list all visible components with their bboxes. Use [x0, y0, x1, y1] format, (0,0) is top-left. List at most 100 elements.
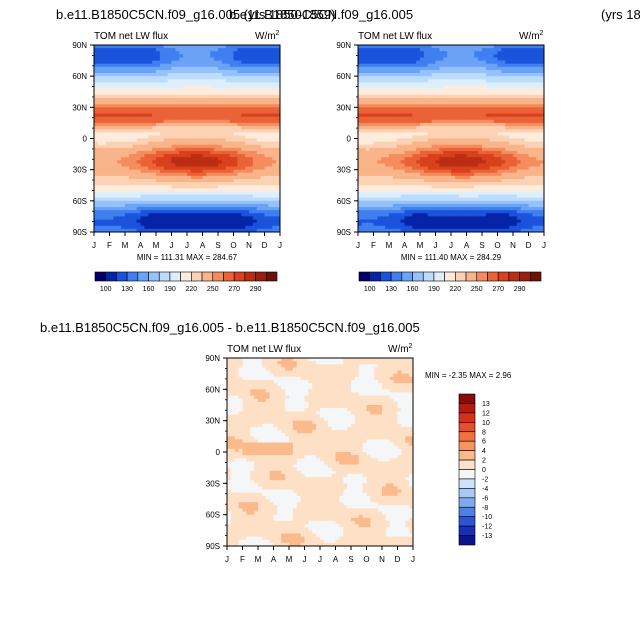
heatmap-cell	[540, 97, 544, 102]
heatmap-cell	[272, 138, 277, 143]
heatmap-cell	[156, 228, 161, 232]
heatmap-cell	[260, 210, 265, 214]
heatmap-cell	[105, 219, 110, 224]
heatmap-cell	[377, 63, 382, 68]
heatmap-cell	[361, 113, 367, 118]
heatmap-cell	[210, 66, 215, 71]
heatmap-cell	[385, 132, 390, 136]
heatmap-cell	[113, 203, 118, 208]
heatmap-cell	[198, 194, 203, 199]
heatmap-cell	[408, 94, 413, 99]
heatmap-cell	[451, 110, 456, 114]
heatmap-cell	[489, 79, 495, 83]
heatmap-cell	[412, 66, 417, 71]
heatmap-cell	[385, 48, 390, 52]
heatmap-cell	[117, 119, 122, 124]
heatmap-cell	[190, 54, 196, 58]
heatmap-cell	[163, 210, 169, 214]
heatmap-cell	[214, 225, 219, 230]
heatmap-cell	[408, 169, 413, 174]
heatmap-cell	[241, 113, 246, 118]
heatmap-cell	[187, 113, 192, 118]
heatmap-cell	[420, 110, 425, 114]
heatmap-cell	[420, 172, 425, 177]
heatmap-cell	[194, 188, 200, 192]
heatmap-cell	[466, 163, 471, 167]
heatmap-cell	[97, 163, 103, 167]
heatmap-cell	[105, 85, 110, 90]
heatmap-cell	[187, 228, 192, 232]
heatmap-cell	[190, 91, 196, 96]
heatmap-cell	[478, 66, 483, 71]
heatmap-cell	[179, 60, 184, 65]
heatmap-cell	[187, 85, 192, 90]
heatmap-cell	[194, 88, 200, 93]
heatmap-cell	[190, 163, 196, 167]
heatmap-cell	[276, 54, 280, 58]
heatmap-cell	[365, 126, 371, 130]
heatmap-cell	[140, 188, 145, 192]
heatmap-cell	[101, 213, 107, 217]
heatmap-cell	[214, 200, 219, 205]
heatmap-cell	[121, 191, 126, 195]
heatmap-cell	[97, 160, 103, 164]
heatmap-cell	[132, 85, 138, 90]
heatmap-cell	[175, 126, 180, 130]
heatmap-cell	[256, 185, 262, 189]
heatmap-cell	[210, 129, 215, 133]
heatmap-cell	[400, 76, 405, 80]
heatmap-cell	[260, 222, 265, 227]
heatmap-cell	[497, 150, 502, 155]
heatmap-cell	[218, 45, 223, 49]
heatmap-cell	[94, 51, 99, 55]
heatmap-cell	[416, 48, 421, 52]
heatmap-cell	[140, 129, 145, 133]
heatmap-cell	[423, 48, 429, 52]
heatmap-cell	[132, 48, 138, 52]
heatmap-cell	[241, 135, 246, 139]
heatmap-cell	[536, 135, 541, 139]
heatmap-cell	[136, 225, 141, 230]
heatmap-cell	[218, 185, 223, 189]
heatmap-cell	[260, 94, 265, 99]
heatmap-cell	[532, 126, 537, 130]
heatmap-cell	[365, 157, 371, 161]
heatmap-cell	[94, 107, 99, 111]
heatmap-cell	[241, 200, 246, 205]
heatmap-cell	[190, 194, 196, 199]
heatmap-cell	[121, 163, 126, 167]
heatmap-cell	[276, 119, 280, 124]
heatmap-cell	[229, 135, 234, 139]
heatmap-cell	[272, 203, 277, 208]
heatmap-cell	[94, 175, 99, 180]
heatmap-cell	[501, 45, 506, 49]
heatmap-cell	[423, 169, 429, 174]
heatmap-cell	[505, 63, 510, 68]
heatmap-cell	[485, 144, 491, 149]
heatmap-cell	[536, 66, 541, 71]
heatmap-cell	[268, 150, 273, 155]
heatmap-cell	[140, 216, 145, 220]
heatmap-cell	[109, 116, 114, 121]
heatmap-cell	[451, 160, 456, 164]
heatmap-cell	[478, 110, 483, 114]
heatmap-cell	[237, 185, 242, 189]
heatmap-cell	[105, 172, 110, 177]
heatmap-cell	[369, 154, 374, 158]
heatmap-cell	[385, 104, 390, 108]
heatmap-cell	[369, 101, 374, 105]
heatmap-cell	[451, 63, 456, 68]
heatmap-cell	[105, 73, 110, 77]
heatmap-cell	[260, 101, 265, 105]
heatmap-cell	[509, 82, 514, 86]
heatmap-cell	[97, 154, 103, 158]
heatmap-cell	[187, 126, 192, 130]
heatmap-cell	[416, 154, 421, 158]
heatmap-cell	[485, 63, 491, 68]
heatmap-cell	[524, 82, 529, 86]
heatmap-cell	[392, 132, 398, 136]
heatmap-cell	[528, 163, 533, 167]
heatmap-cell	[105, 79, 110, 83]
heatmap-cell	[516, 157, 522, 161]
heatmap-cell	[183, 150, 188, 155]
